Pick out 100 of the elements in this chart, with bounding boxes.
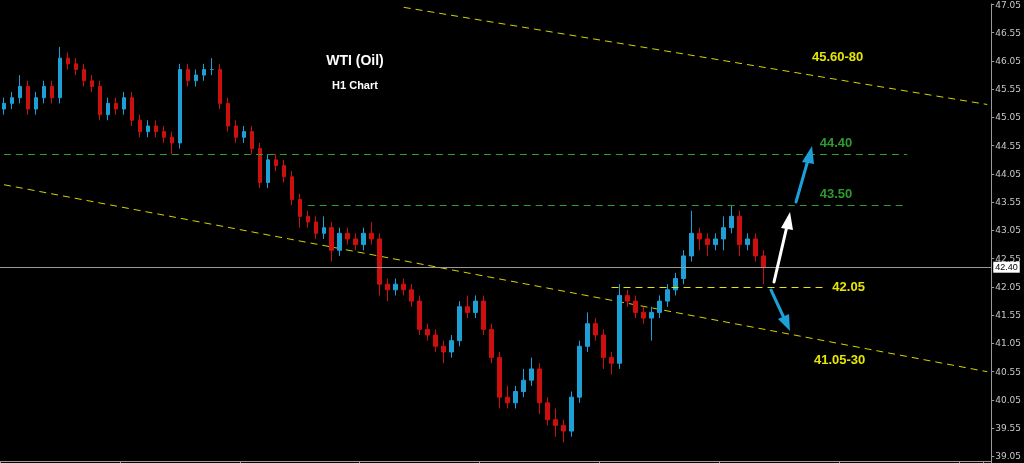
candlestick — [290, 170, 294, 206]
y-tick-label: 43.55 — [995, 197, 1021, 208]
text: H1 Chart — [332, 78, 379, 91]
y-tick-label: 41.55 — [995, 310, 1021, 321]
candlestick — [513, 385, 518, 409]
candlestick — [234, 119, 238, 144]
candlestick — [266, 153, 270, 189]
candlestick — [329, 221, 334, 263]
candlestick — [441, 340, 446, 364]
ref-line-label: 42.40 — [995, 262, 1018, 273]
y-tick-label: 45.55 — [995, 84, 1021, 95]
candlestick — [409, 283, 414, 308]
candlestick — [521, 368, 526, 398]
candlestick — [10, 91, 14, 110]
annotation: 41.05-30 — [814, 352, 866, 367]
candlestick — [58, 46, 62, 104]
candlestick — [26, 80, 30, 116]
candlestick — [417, 294, 422, 336]
candlestick — [393, 278, 398, 296]
candlestick — [282, 159, 286, 183]
y-tick-label: 47.05 — [995, 0, 1021, 10]
y-tick-label: 44.05 — [995, 168, 1021, 179]
candlestick — [385, 278, 390, 302]
text: WTI (Oil) — [326, 52, 384, 68]
candlestick — [689, 210, 694, 263]
candlestick — [194, 68, 198, 87]
candlestick — [162, 125, 166, 144]
candlestick — [369, 221, 374, 246]
candlestick — [561, 419, 566, 443]
candlestick — [625, 289, 630, 308]
y-tick-label: 39.05 — [995, 451, 1021, 462]
candlestick — [673, 272, 678, 296]
y-tick-label: 46.05 — [995, 56, 1021, 66]
candlestick — [537, 362, 542, 415]
y-tick-label: 40.05 — [995, 394, 1021, 405]
ref-line-label: 43.50 — [819, 186, 853, 202]
ref-line-label: 44.40 — [819, 135, 853, 151]
candlestick — [609, 351, 614, 376]
candlestick — [66, 52, 70, 70]
candlestick — [457, 300, 462, 347]
candlestick — [298, 193, 302, 229]
candlestick — [497, 351, 502, 409]
candlestick — [465, 294, 470, 319]
candlestick — [761, 249, 766, 285]
candlestick — [601, 328, 606, 370]
y-tick-label: 39.55 — [995, 423, 1021, 434]
candlestick — [138, 114, 142, 138]
ref-line-label: 42.05 — [832, 279, 865, 295]
candlestick — [337, 227, 342, 257]
candlestick — [473, 294, 478, 319]
annotation: 45.60-80 — [812, 49, 864, 64]
candlestick — [274, 153, 278, 172]
candlestick — [361, 227, 366, 251]
candlestick — [649, 306, 654, 342]
candlestick — [705, 232, 710, 257]
candlestick — [18, 74, 22, 104]
y-tick-label: 40.55 — [995, 366, 1021, 377]
candlestick — [553, 407, 558, 438]
candlestick — [34, 91, 38, 116]
candlestick — [226, 97, 230, 133]
candlestick — [353, 232, 358, 251]
candlestick — [42, 80, 46, 104]
candlestick — [641, 306, 646, 325]
candlestick — [753, 232, 758, 263]
candlestick — [489, 323, 494, 364]
candlestick — [202, 63, 206, 82]
candlestick — [585, 311, 590, 353]
candlestick — [505, 385, 510, 409]
candlestick — [401, 278, 406, 296]
candlestick — [106, 97, 110, 121]
candlestick — [90, 74, 94, 93]
y-tick-label: 44.55 — [995, 140, 1021, 151]
candlestick — [425, 323, 430, 342]
y-tick-label: 42.55 — [995, 253, 1021, 264]
candlestick — [122, 91, 126, 116]
candlestick — [633, 294, 638, 319]
candlestick — [577, 340, 582, 404]
candlestick — [729, 204, 734, 234]
candlestick — [186, 63, 190, 87]
candlestick — [681, 249, 686, 285]
candlestick — [449, 334, 454, 359]
candlestick — [2, 97, 6, 116]
candlestick — [529, 357, 534, 387]
candlestick — [657, 294, 662, 319]
candlestick — [569, 391, 574, 438]
candlestick — [697, 227, 702, 251]
candlestick — [721, 215, 726, 251]
candlestick — [737, 210, 742, 257]
y-tick-label: 42.05 — [995, 281, 1021, 292]
candlestick — [258, 142, 262, 189]
candlestick — [377, 232, 382, 296]
candlestick — [481, 294, 486, 336]
y-tick-label: 45.05 — [995, 112, 1021, 123]
candlestick — [314, 215, 318, 240]
candlestick — [130, 91, 134, 127]
candlestick — [82, 63, 86, 87]
candlestick — [114, 97, 118, 116]
candlestick — [250, 125, 254, 155]
candlestick — [242, 125, 246, 144]
candlestick — [545, 396, 550, 426]
